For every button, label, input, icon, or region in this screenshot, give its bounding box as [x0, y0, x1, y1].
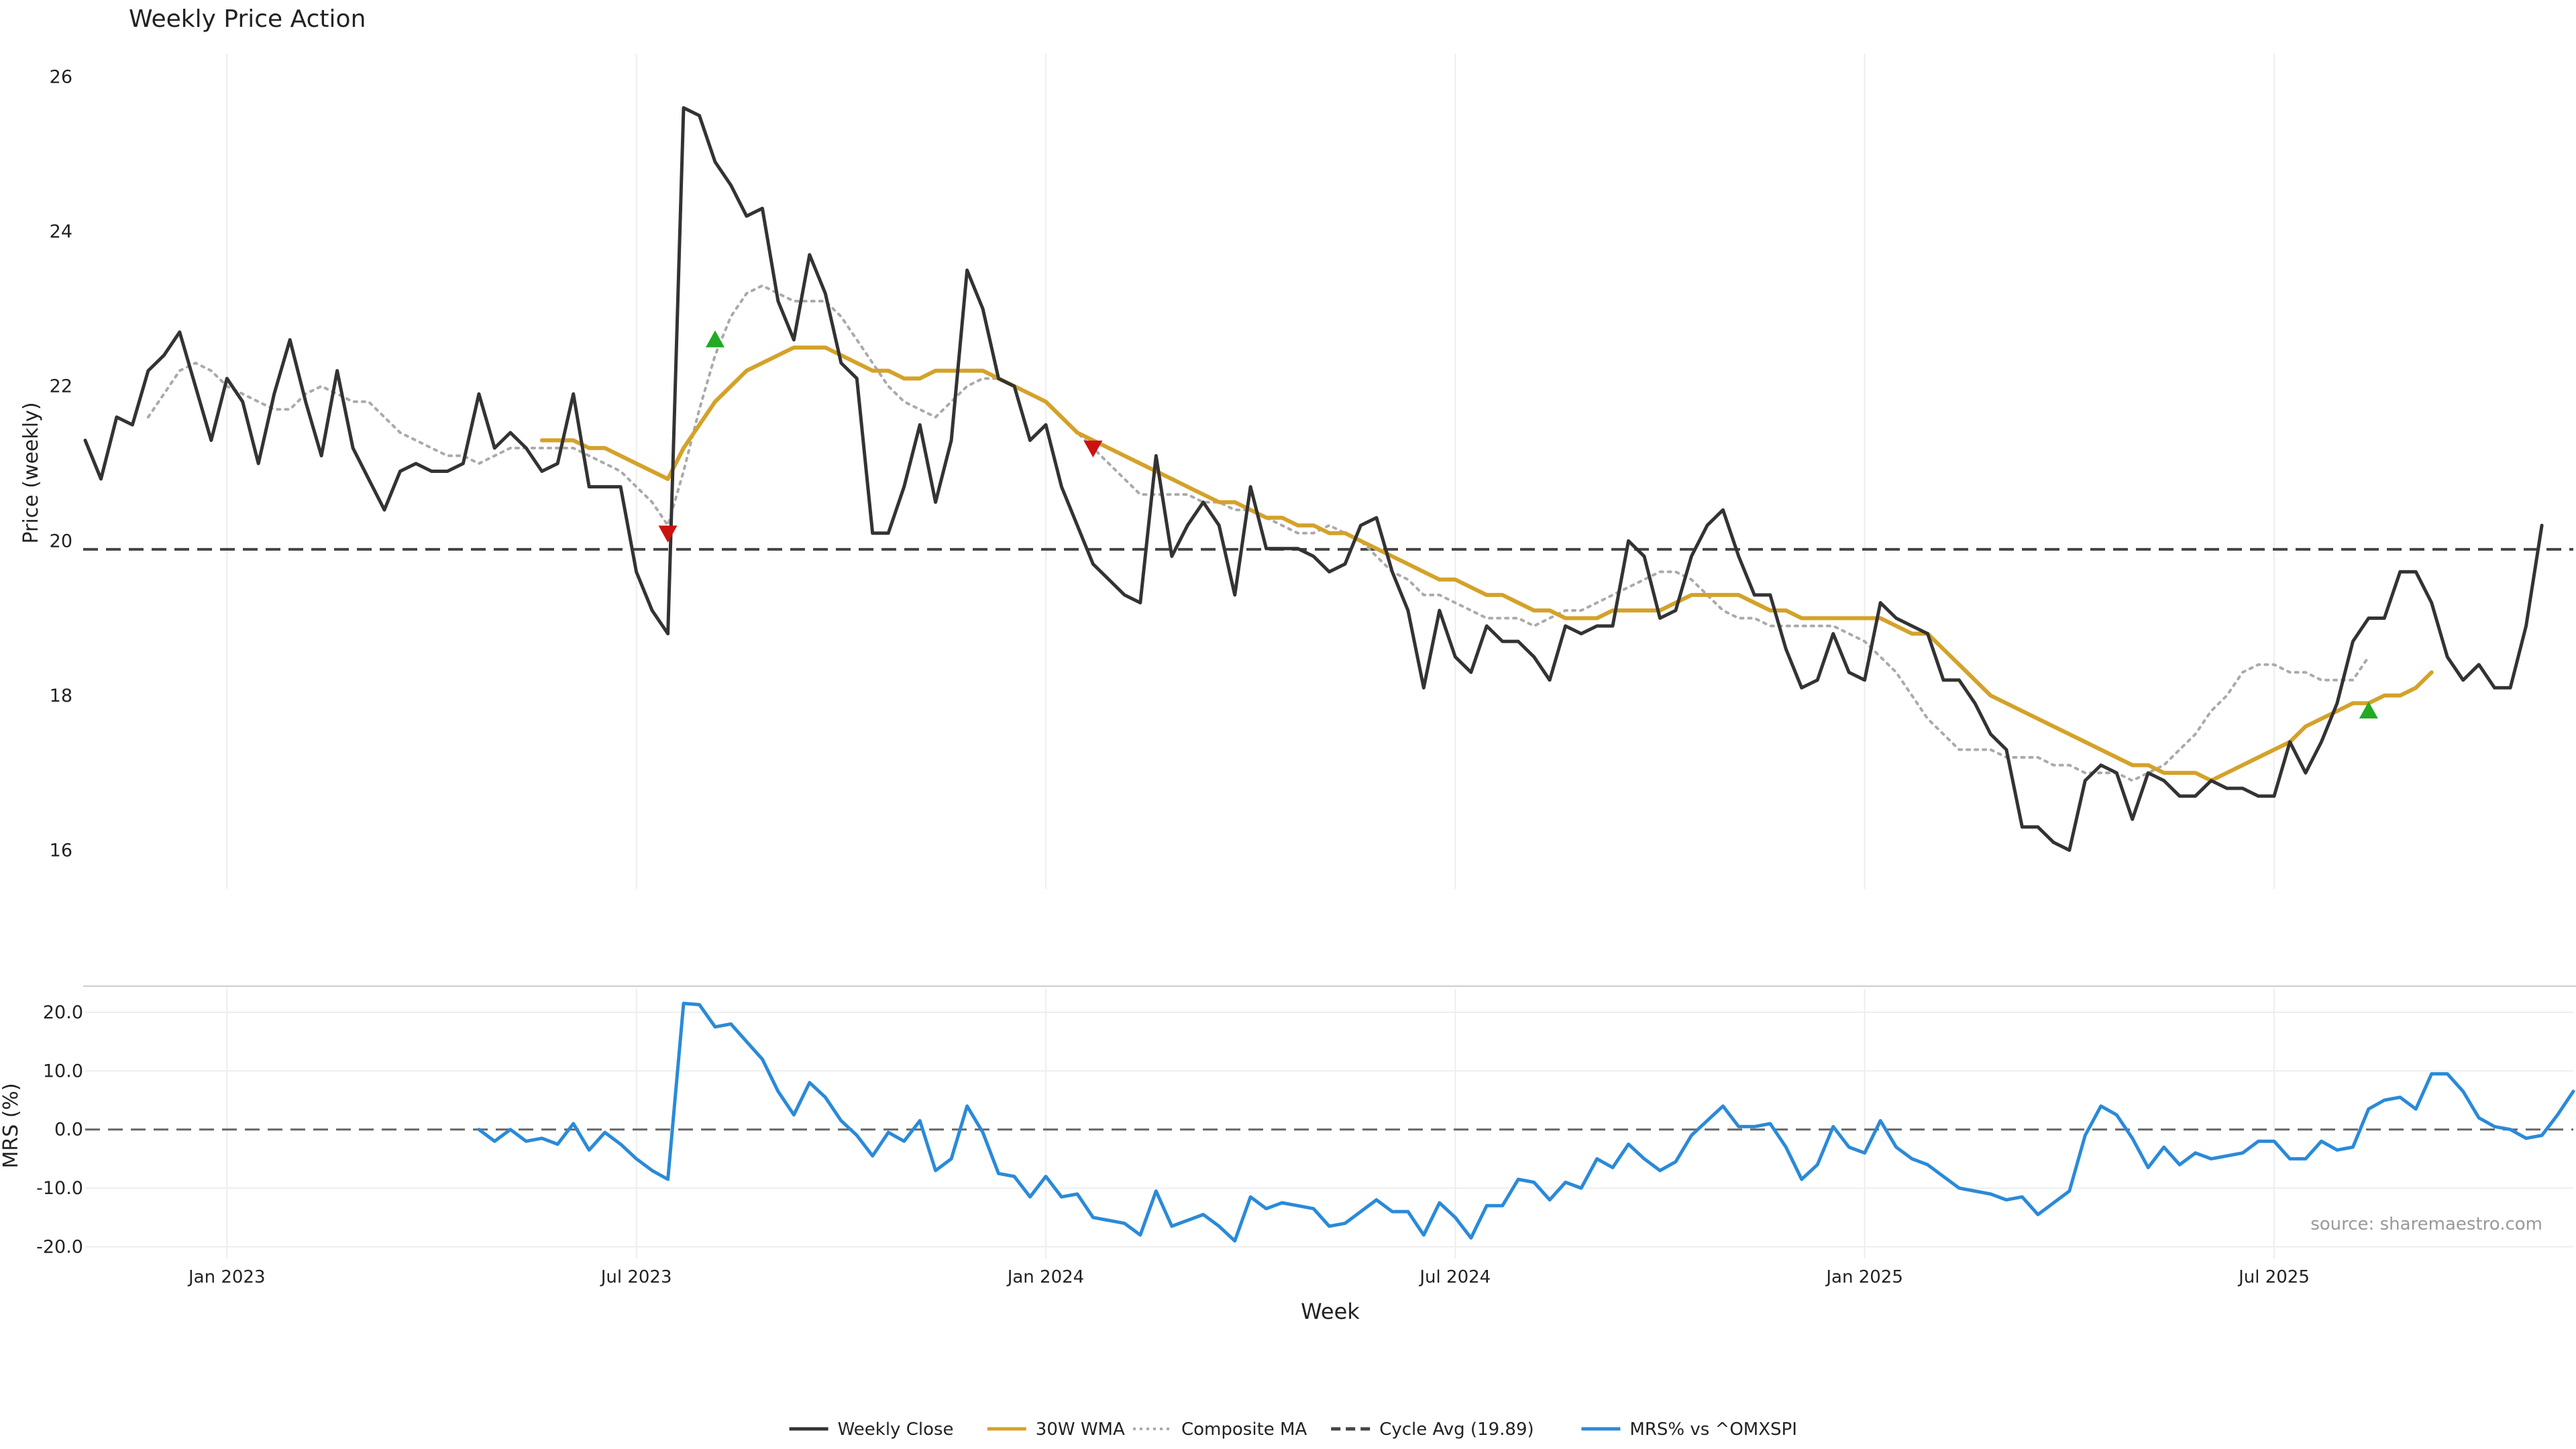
- sell-signal-marker: [1083, 440, 1103, 458]
- price-y-tick-label: 20: [50, 531, 72, 551]
- mrs-y-axis-label: MRS (%): [0, 1083, 23, 1168]
- legend-label: MRS% vs ^OMXSPI: [1629, 1419, 1797, 1440]
- source-annotation: source: sharemaestro.com: [2310, 1214, 2542, 1234]
- mrs-y-tick-label: 0.0: [54, 1120, 83, 1140]
- x-tick-label: Jan 2024: [1006, 1267, 1085, 1287]
- mrs-panel-gridlines: [85, 989, 2573, 1258]
- mrs-y-tick-label: -20.0: [36, 1237, 83, 1258]
- x-axis-ticks: Jan 2023 Jul 2023 Jan 2024 Jul 2024 Jan 2025…: [187, 1267, 2310, 1287]
- sell-signal-marker: [658, 525, 678, 543]
- mrs-y-tick-label: 10.0: [43, 1061, 83, 1081]
- x-axis-label: Week: [1301, 1299, 1360, 1324]
- legend: Weekly Close 30W WMA Composite MA Cycle Avg…: [789, 1419, 1797, 1440]
- legend-label: Weekly Close: [838, 1419, 954, 1440]
- x-tick-label: Jul 2025: [2237, 1267, 2310, 1287]
- mrs-panel-y-ticks: -20.0 -10.0 0.0 10.0 20.0: [36, 1002, 83, 1258]
- x-tick-label: Jul 2023: [600, 1267, 672, 1287]
- price-y-tick-label: 18: [50, 686, 72, 706]
- buy-signal-marker: [705, 330, 724, 347]
- x-tick-label: Jul 2024: [1418, 1267, 1491, 1287]
- legend-label: Composite MA: [1181, 1419, 1307, 1440]
- price-panel-y-ticks: 16 18 20 22 24 26: [50, 67, 72, 861]
- buy-signal-marker: [2359, 701, 2378, 719]
- legend-label: 30W WMA: [1036, 1419, 1125, 1440]
- x-tick-label: Jan 2023: [187, 1267, 266, 1287]
- price-panel-gridlines: [226, 54, 2275, 889]
- price-y-axis-label: Price (weekly): [19, 402, 43, 543]
- composite-ma-line: [146, 284, 2370, 782]
- price-y-tick-label: 24: [50, 221, 72, 242]
- 30w-wma-line: [539, 345, 2434, 783]
- chart-title: Weekly Price Action: [129, 5, 366, 33]
- price-y-tick-label: 16: [50, 840, 72, 861]
- weekly-close-line: [83, 106, 2544, 852]
- price-y-tick-label: 26: [50, 67, 72, 88]
- x-tick-label: Jan 2025: [1825, 1267, 1903, 1287]
- mrs-y-tick-label: -10.0: [36, 1178, 83, 1199]
- legend-label: Cycle Avg (19.89): [1379, 1419, 1534, 1440]
- mrs-y-tick-label: 20.0: [43, 1002, 83, 1023]
- price-y-tick-label: 22: [50, 376, 72, 397]
- mrs-line: [477, 1002, 2575, 1243]
- price-panel-series: [83, 106, 2573, 852]
- price-panel-signal-markers: [658, 330, 2378, 719]
- mrs-panel-series: [85, 1002, 2575, 1243]
